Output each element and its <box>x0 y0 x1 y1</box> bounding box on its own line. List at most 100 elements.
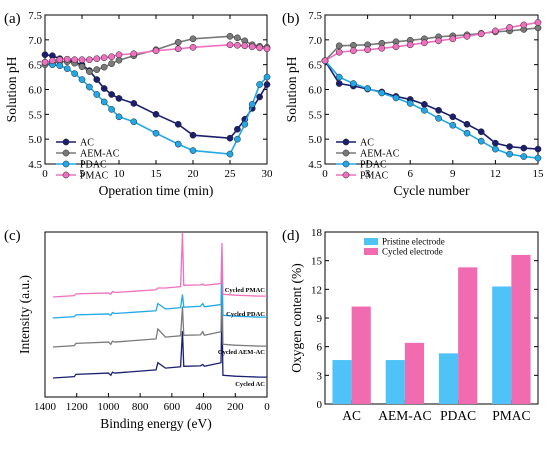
data-point-ac <box>492 139 499 147</box>
data-point-aem-ac <box>174 38 182 46</box>
data-point-ac <box>115 95 123 102</box>
data-point-aem-ac <box>93 66 101 73</box>
data-point-pmac <box>463 33 471 40</box>
data-point-aem-ac <box>86 68 93 75</box>
legend-label-pdac: PDAC <box>360 160 387 171</box>
data-point-pmac <box>108 53 115 61</box>
data-point-pmac <box>115 51 123 59</box>
data-point-aem-ac <box>335 42 343 50</box>
x-tick-label: 1000 <box>97 401 120 413</box>
y-tick-label: 4.5 <box>28 159 42 171</box>
data-point-pdac <box>56 62 64 70</box>
data-point-aem-ac <box>78 63 86 71</box>
category-label-pdac: PDAC <box>440 408 476 423</box>
data-point-pdac <box>263 73 271 81</box>
data-point-pdac <box>71 70 78 77</box>
data-point-ac <box>41 51 49 59</box>
y-tick-label: 5.0 <box>28 134 42 146</box>
x-tick-label: 800 <box>132 401 149 413</box>
data-point-pdac <box>392 94 400 102</box>
data-point-pmac <box>520 21 528 29</box>
data-point-pdac <box>241 120 249 128</box>
data-point-ac <box>152 110 160 118</box>
data-point-ac <box>263 81 271 88</box>
data-point-pmac <box>321 57 329 65</box>
panel-label-c: (c) <box>4 228 21 244</box>
data-point-ac <box>174 120 182 128</box>
plot-frame-c <box>44 231 268 398</box>
data-point-pdac <box>406 100 414 107</box>
y-axis-title: Solution pH <box>284 56 299 122</box>
x-tick-label: 25 <box>225 168 237 180</box>
y-tick-label: 6.5 <box>308 60 322 72</box>
bar-ac-pristine <box>332 360 352 404</box>
legend-marker-pdac <box>342 160 350 168</box>
data-point-ac <box>226 134 234 142</box>
data-point-pmac <box>71 56 78 64</box>
data-point-pdac <box>335 73 343 81</box>
data-point-ac <box>335 80 343 87</box>
data-point-pdac <box>350 80 357 87</box>
x-tick-label: 600 <box>164 401 181 413</box>
y-tick-label: 7.0 <box>308 35 322 47</box>
legend-label-ac: AC <box>360 138 374 149</box>
data-point-pmac <box>477 30 485 38</box>
data-point-pmac <box>41 58 49 66</box>
data-point-pmac <box>263 45 271 53</box>
legend-swatch-pristine <box>364 238 378 245</box>
x-tick-label: 12 <box>490 168 501 180</box>
spectrum-label-cycled-ac: Cycled AC <box>235 381 265 388</box>
data-point-ac <box>93 76 101 83</box>
legend-marker-aem-ac <box>62 149 70 157</box>
y-tick-label: 0 <box>317 399 323 411</box>
data-point-aem-ac <box>226 33 234 40</box>
series-line-pmac <box>324 21 539 62</box>
data-point-pdac <box>226 150 234 158</box>
data-point-pmac <box>234 41 241 49</box>
x-tick-label: 6 <box>407 168 413 180</box>
data-point-pmac <box>392 43 400 51</box>
data-point-pdac <box>435 114 442 122</box>
x-tick-label: 9 <box>450 168 456 180</box>
spectrum-label-cycled-aem-ac: Cycled AEM-AC <box>218 349 265 356</box>
x-axis-title: Operation time (min) <box>99 183 214 198</box>
x-tick-label: 20 <box>188 168 200 180</box>
data-point-pmac <box>506 24 513 31</box>
legend-label-aem-ac: AEM-AC <box>80 149 120 160</box>
data-point-pdac <box>174 140 182 148</box>
data-point-pdac <box>234 135 241 143</box>
x-tick-label: 3 <box>365 168 371 180</box>
series-line-aem-ac <box>324 27 539 62</box>
x-axis-title: Cycle number <box>393 183 470 198</box>
x-tick-label: 30 <box>262 168 274 180</box>
panel-label-b: (b) <box>282 11 300 27</box>
data-point-pmac <box>100 54 108 62</box>
data-point-pdac <box>189 147 197 154</box>
data-point-pdac <box>152 129 160 137</box>
panel-label-d: (d) <box>282 228 300 244</box>
data-point-ac <box>506 143 513 150</box>
y-tick-label: 5.5 <box>28 109 42 121</box>
data-point-pdac <box>130 118 138 126</box>
data-point-ac <box>108 91 115 98</box>
data-point-pmac <box>335 48 343 56</box>
data-point-ac <box>130 100 138 107</box>
x-tick-label: 15 <box>533 168 545 180</box>
x-tick-label: 0 <box>322 168 328 180</box>
legend-label-pristine: Pristine electrode <box>382 237 445 247</box>
bar-pdac-cycled <box>458 267 478 404</box>
x-tick-label: 15 <box>151 168 163 180</box>
bar-pmac-pristine <box>492 286 512 404</box>
y-tick-label: 18 <box>311 227 323 239</box>
series-line-ac <box>324 60 539 150</box>
x-tick-label: 200 <box>227 401 244 413</box>
bar-ac-cycled <box>351 306 371 404</box>
data-point-pmac <box>241 42 249 50</box>
data-point-pmac <box>63 55 71 63</box>
data-point-pdac <box>93 91 101 98</box>
data-point-pmac <box>248 43 256 51</box>
y-tick-label: 7.5 <box>28 10 42 22</box>
data-point-ac <box>256 93 263 101</box>
data-point-ac <box>421 101 428 108</box>
